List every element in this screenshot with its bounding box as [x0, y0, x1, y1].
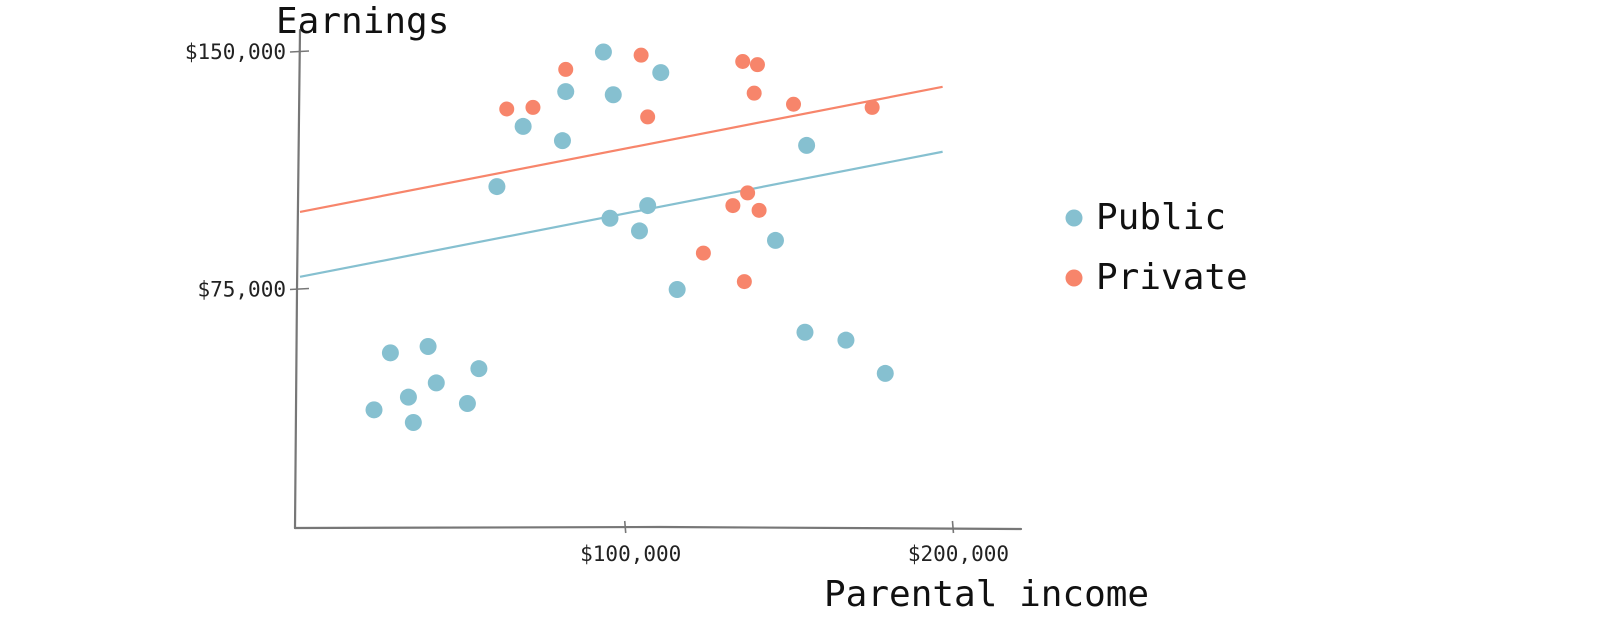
x-tick-mark	[951, 520, 955, 534]
x-axis-title: Parental income	[824, 574, 1149, 615]
point-private	[736, 274, 752, 290]
trend-lines	[299, 85, 943, 278]
trend-line-private	[299, 85, 943, 213]
point-public	[404, 414, 422, 431]
point-private	[751, 202, 767, 218]
legend-label-public: Public	[1096, 197, 1226, 238]
x-tick-label: $200,000	[908, 542, 1009, 566]
point-private	[746, 85, 762, 101]
point-public	[557, 83, 575, 101]
y-tick-mark	[289, 287, 310, 291]
point-public	[419, 338, 437, 355]
trend-line-public	[299, 150, 943, 278]
point-public	[399, 388, 417, 406]
point-private	[695, 245, 711, 261]
x-axis-ticks: $100,000 $200,000	[580, 520, 1009, 566]
point-private	[725, 198, 741, 214]
data-points	[365, 43, 894, 431]
point-public	[639, 197, 657, 215]
y-axis-title: Earnings	[276, 1, 449, 42]
point-private	[633, 47, 649, 63]
point-public	[604, 86, 622, 104]
point-private	[749, 57, 765, 73]
point-private	[786, 96, 802, 112]
point-private	[525, 99, 541, 115]
y-axis-line	[293, 28, 302, 530]
point-public	[381, 344, 399, 362]
x-tick-mark	[623, 520, 627, 534]
point-public	[514, 117, 532, 135]
point-public	[470, 360, 488, 378]
point-public	[837, 331, 855, 349]
legend-marker-private	[1065, 269, 1083, 287]
point-private	[640, 109, 656, 125]
point-private	[735, 54, 751, 69]
legend: Public Private	[1065, 197, 1248, 298]
point-private	[740, 185, 756, 201]
y-tick-mark	[289, 50, 310, 53]
y-axis-ticks: $75,000 $150,000	[185, 40, 310, 302]
point-private	[499, 101, 515, 117]
point-public	[601, 209, 619, 227]
y-tick-label: $75,000	[197, 278, 286, 302]
point-public	[594, 43, 612, 61]
point-public	[458, 395, 476, 412]
point-public	[427, 374, 445, 392]
point-public	[488, 178, 506, 196]
point-public	[668, 281, 686, 298]
legend-label-private: Private	[1096, 257, 1248, 298]
x-axis-line	[293, 525, 1023, 531]
point-private	[558, 61, 574, 77]
legend-marker-public	[1065, 209, 1083, 227]
point-public	[365, 401, 383, 419]
point-public	[652, 64, 670, 82]
x-tick-label: $100,000	[580, 542, 681, 566]
point-public	[796, 323, 814, 341]
point-public	[766, 231, 784, 249]
point-public	[553, 132, 571, 150]
y-tick-label: $150,000	[185, 40, 286, 64]
point-public	[630, 222, 648, 240]
point-public	[876, 364, 894, 382]
point-private	[864, 99, 880, 115]
point-public	[798, 136, 816, 154]
